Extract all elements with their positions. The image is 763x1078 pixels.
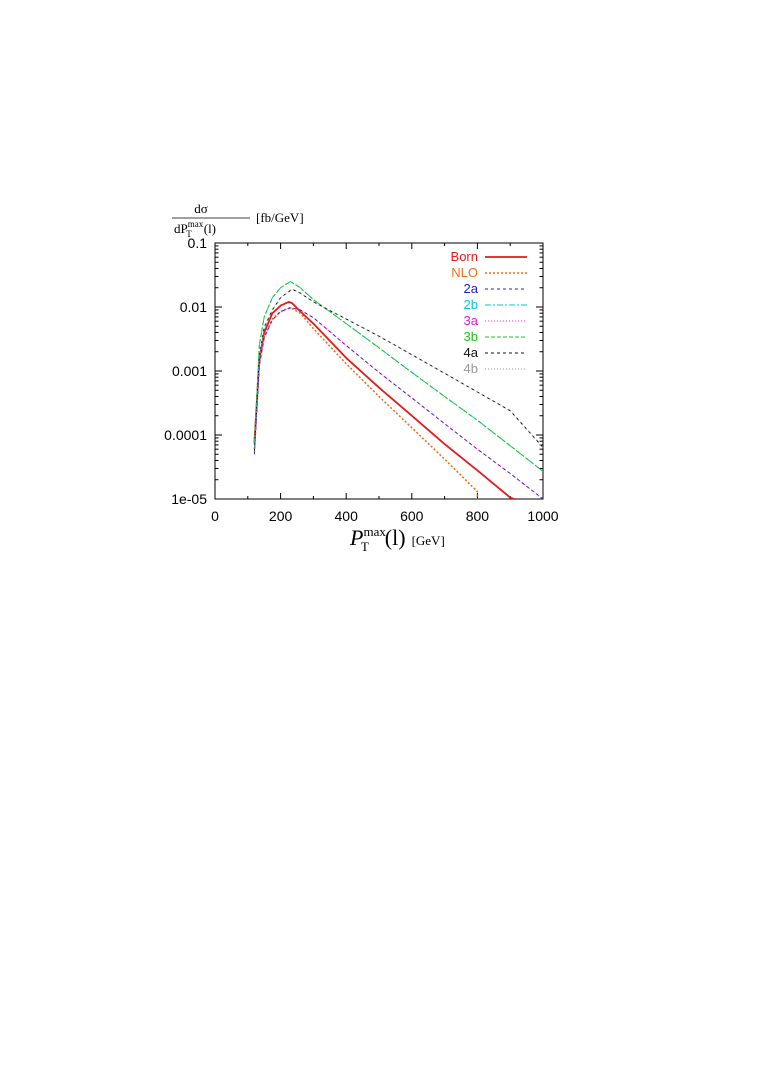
- x-tick-label: 600: [400, 508, 424, 524]
- y-label-den-post: (l): [204, 221, 216, 236]
- series-line-3b: [253, 281, 543, 472]
- y-label-unit: [fb/GeV]: [256, 210, 304, 225]
- series-line-born: [253, 300, 515, 499]
- y-label-denominator: dPmax T (l): [174, 219, 216, 239]
- series-line-nlo: [253, 306, 479, 499]
- x-tick-label: 0: [211, 508, 219, 524]
- y-label-den-sup: max: [188, 219, 204, 229]
- y-label-den-sub: T: [186, 229, 192, 239]
- legend-label-3a: 3a: [464, 313, 479, 328]
- series-line-4b: [253, 288, 543, 452]
- legend-label-3b: 3b: [464, 329, 478, 344]
- y-tick-label: 0.1: [188, 235, 208, 251]
- x-label-sub: T: [361, 539, 369, 554]
- legend-label-4b: 4b: [464, 361, 478, 376]
- x-tick-label: 200: [269, 508, 293, 524]
- y-tick-label: 1e-05: [171, 491, 207, 507]
- x-label-post: (l): [385, 525, 406, 550]
- y-tick-label: 0.01: [180, 299, 207, 315]
- legend-label-4a: 4a: [464, 345, 479, 360]
- y-tick-label: 0.001: [172, 363, 207, 379]
- y-label-den-pre: dP: [174, 221, 188, 236]
- axis-tick-labels: 0 200 400 600 800 1000 0.1 0.01 0.001 0.0001 1e-05: [164, 235, 559, 524]
- legend-label-2b: 2b: [464, 297, 478, 312]
- axis-ticks: [214, 242, 544, 500]
- x-label-sup: max: [363, 524, 386, 539]
- plot-frame: [214, 242, 544, 500]
- y-label-numerator: dσ: [194, 201, 208, 216]
- x-tick-label: 1000: [527, 508, 558, 524]
- series-line-2a: [253, 307, 543, 499]
- y-axis-label: dσ dPmax T (l) [fb/GeV]: [172, 201, 304, 239]
- legend-label-born: Born: [451, 249, 478, 264]
- x-label-unit: [GeV]: [412, 533, 445, 548]
- x-label-main: P: [349, 525, 363, 550]
- x-tick-label: 800: [466, 508, 490, 524]
- y-tick-label: 0.0001: [164, 427, 207, 443]
- series-line-3a: [253, 307, 543, 499]
- legend-label-2a: 2a: [464, 281, 479, 296]
- series-group: [253, 281, 543, 499]
- x-tick-label: 400: [335, 508, 359, 524]
- x-axis-label: Pmax T (l) [GeV]: [349, 524, 445, 554]
- legend-label-nlo: NLO: [451, 265, 478, 280]
- series-line-4a: [253, 288, 543, 452]
